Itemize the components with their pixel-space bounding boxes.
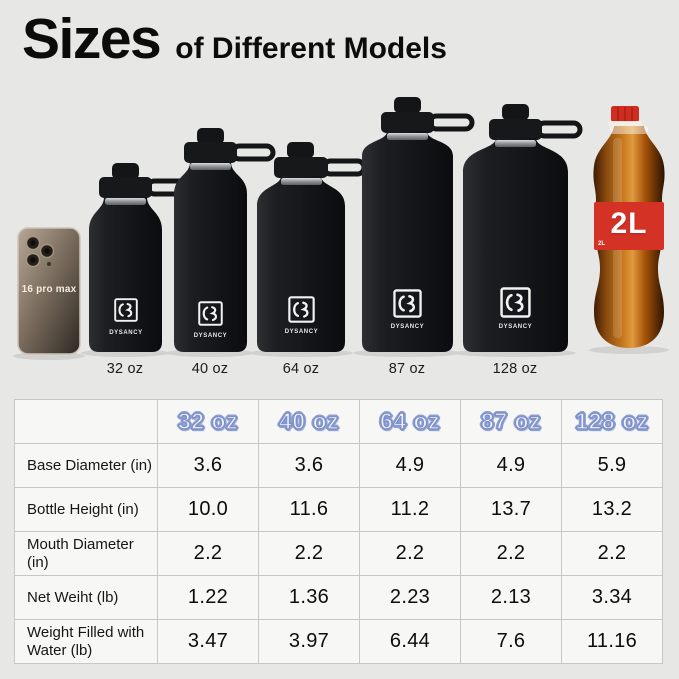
bottle-caption-32oz: 32 oz (106, 361, 144, 377)
brand-name: DYSANCY (194, 333, 228, 339)
bottle-87oz: DYSANCY (362, 97, 475, 352)
dysancy-logo: DYSANCY (194, 301, 228, 339)
table-corner-cell (15, 400, 158, 444)
row-label-mouth-diameter: Mouth Diameter (in) (15, 532, 158, 576)
bottle-32oz: DYSANCY (89, 163, 191, 352)
table-value: 3.47 (158, 620, 259, 664)
bottle-collar (387, 133, 428, 140)
bottle-knob (112, 163, 139, 179)
table-value: 3.97 (259, 620, 360, 664)
bottle-knob (394, 97, 421, 113)
phone-16-pro-max (17, 227, 81, 355)
dysancy-logo: DYSANCY (499, 287, 533, 330)
bottle-collar (190, 163, 231, 170)
bottle-collar (105, 198, 146, 205)
brand-name: DYSANCY (109, 330, 143, 336)
page-title: Sizes of Different Models (22, 6, 447, 72)
dysancy-logo: DYSANCY (109, 298, 143, 336)
bottle-body (362, 131, 453, 352)
bottle-lid (381, 112, 434, 133)
bottle-caption-87oz: 87 oz (388, 361, 426, 377)
bottle-40oz: DYSANCY (174, 128, 276, 352)
cola-2l-label: 2L (610, 207, 648, 240)
cola-neck-clear (610, 126, 648, 134)
cola-label-band (594, 202, 664, 250)
bottle-lid (489, 119, 542, 140)
bottle-handle (427, 113, 475, 132)
bottle-handle (230, 143, 276, 162)
table-value: 2.2 (461, 532, 562, 576)
column-header-128oz: 128 oz (562, 400, 663, 444)
table-value: 13.7 (461, 488, 562, 532)
table-value: 3.6 (158, 444, 259, 488)
bottle-lid (184, 142, 237, 163)
bottle-body (463, 138, 568, 352)
table-value: 7.6 (461, 620, 562, 664)
cola-2l-small-label: 2L (598, 241, 606, 247)
brand-name: DYSANCY (285, 329, 319, 335)
brand-name: DYSANCY (499, 324, 533, 330)
table-value: 1.22 (158, 576, 259, 620)
column-header-40oz: 40 oz (259, 400, 360, 444)
brand-name: DYSANCY (391, 324, 425, 330)
bottle-body (89, 197, 162, 352)
dysancy-logo: DYSANCY (285, 296, 319, 335)
table-value: 2.23 (360, 576, 461, 620)
row-label-base-diameter: Base Diameter (in) (15, 444, 158, 488)
dysancy-logo: DYSANCY (391, 289, 425, 330)
bottle-collar (281, 178, 322, 185)
bottle-body (257, 176, 345, 352)
bottle-body (174, 162, 247, 352)
column-header-87oz: 87 oz (461, 400, 562, 444)
bottle-knob (287, 142, 314, 158)
size-comparison-illustration: DYSANCY DYSANCY DYSANCY (13, 97, 669, 360)
table-value: 2.2 (158, 532, 259, 576)
table-value: 5.9 (562, 444, 663, 488)
table-value: 2.13 (461, 576, 562, 620)
bottle-lid (274, 157, 328, 178)
column-header-32oz: 32 oz (158, 400, 259, 444)
bottle-caption-40oz: 40 oz (191, 361, 229, 377)
phone-label: 16 pro max (21, 284, 77, 295)
phone-camera-module (25, 235, 55, 268)
table-value: 4.9 (360, 444, 461, 488)
bottle-knob (502, 104, 529, 120)
bottle-128oz: DYSANCY (463, 104, 583, 352)
row-label-bottle-height: Bottle Height (in) (15, 488, 158, 532)
table-value: 3.34 (562, 576, 663, 620)
title-subtitle: of Different Models (175, 32, 447, 65)
title-main: Sizes (22, 7, 162, 71)
spec-table: 32 oz 40 oz 64 oz 87 oz 128 oz Base Diam… (14, 399, 663, 664)
bottle-64oz: DYSANCY (257, 142, 367, 352)
cola-bottle-2l (593, 106, 665, 348)
table-value: 10.0 (158, 488, 259, 532)
table-value: 11.6 (259, 488, 360, 532)
table-value: 11.16 (562, 620, 663, 664)
table-value: 11.2 (360, 488, 461, 532)
cola-cap-ring (608, 121, 642, 126)
bottle-caption-64oz: 64 oz (282, 361, 320, 377)
table-value: 4.9 (461, 444, 562, 488)
row-label-weight-filled: Weight Filled with Water (lb) (15, 620, 158, 664)
table-value: 1.36 (259, 576, 360, 620)
table-value: 2.2 (562, 532, 663, 576)
table-value: 2.2 (259, 532, 360, 576)
table-value: 13.2 (562, 488, 663, 532)
bottle-collar (495, 140, 536, 147)
bottle-caption-128oz: 128 oz (492, 361, 538, 377)
table-value: 2.2 (360, 532, 461, 576)
column-header-64oz: 64 oz (360, 400, 461, 444)
bottle-handle (321, 158, 367, 177)
table-value: 3.6 (259, 444, 360, 488)
table-value: 6.44 (360, 620, 461, 664)
bottle-lid (99, 177, 152, 198)
row-label-net-weight: Net Weiht (lb) (15, 576, 158, 620)
bottle-handle (535, 120, 583, 139)
bottle-knob (197, 128, 224, 144)
